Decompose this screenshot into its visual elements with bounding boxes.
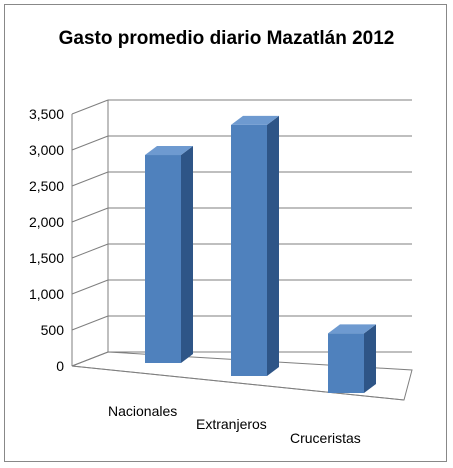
y-tick-label: 1,000 [29,286,64,302]
bar-side [364,324,376,393]
bar-top [145,146,193,156]
bar-top [231,115,279,125]
bar [231,124,267,376]
bar-top [328,324,376,334]
bar-side [181,146,193,363]
y-tick-label: 3,500 [29,106,64,122]
x-axis-front [71,365,405,401]
y-tick-label: 1,500 [29,250,64,266]
axes [71,100,413,401]
y-axis-ticks: 0 500 1,000 1,500 2,000 2,500 3,000 3,500 [29,106,64,374]
x-category-label: Nacionales [108,403,177,419]
gridline-left [71,279,109,295]
y-tick-label: 500 [41,322,65,338]
gridline-left [71,135,109,151]
y-tick-label: 0 [56,358,64,374]
gridline-left [71,315,109,331]
category-labels: Nacionales Extranjeros Cruceristas [108,403,361,446]
y-tick-label: 3,000 [29,142,64,158]
y-tick-label: 2,000 [29,214,64,230]
chart-title: Gasto promedio diario Mazatlán 2012 [58,28,395,49]
x-category-label: Extranjeros [196,416,267,432]
gridline-left [71,243,109,259]
bar [328,333,364,393]
gridline-left [71,171,109,187]
bar-side [267,115,279,376]
x-category-label: Cruceristas [290,430,361,446]
gridline-left [71,207,109,223]
y-tick-label: 2,500 [29,178,64,194]
bars [145,115,376,393]
bar [145,155,181,363]
gridline-left [71,99,109,115]
